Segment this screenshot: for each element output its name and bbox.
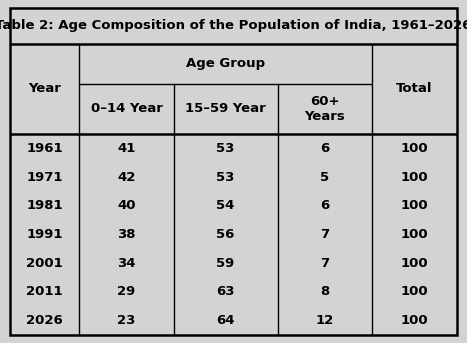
Text: 100: 100: [401, 257, 428, 270]
Text: 15–59 Year: 15–59 Year: [185, 103, 266, 116]
Text: 34: 34: [117, 257, 136, 270]
Text: 29: 29: [117, 285, 135, 298]
Text: 1971: 1971: [27, 170, 63, 184]
Text: 1981: 1981: [26, 199, 63, 212]
Text: 53: 53: [216, 142, 235, 155]
Text: 38: 38: [117, 228, 136, 241]
Text: 2026: 2026: [26, 314, 63, 327]
Text: 7: 7: [320, 228, 329, 241]
Text: 2001: 2001: [26, 257, 63, 270]
Text: 100: 100: [401, 199, 428, 212]
Text: 41: 41: [117, 142, 135, 155]
Text: 59: 59: [216, 257, 235, 270]
Text: 100: 100: [401, 228, 428, 241]
Text: 100: 100: [401, 142, 428, 155]
Text: 23: 23: [117, 314, 135, 327]
Text: Age Group: Age Group: [186, 58, 265, 71]
Text: 56: 56: [216, 228, 235, 241]
Text: 5: 5: [320, 170, 329, 184]
Text: 42: 42: [117, 170, 135, 184]
Text: 54: 54: [216, 199, 235, 212]
Text: 12: 12: [316, 314, 334, 327]
Text: 40: 40: [117, 199, 136, 212]
Text: 100: 100: [401, 170, 428, 184]
Text: 1991: 1991: [27, 228, 63, 241]
Text: 1961: 1961: [26, 142, 63, 155]
Text: 100: 100: [401, 285, 428, 298]
Text: 0–14 Year: 0–14 Year: [91, 103, 163, 116]
Text: 64: 64: [216, 314, 235, 327]
Text: 60+
Years: 60+ Years: [304, 95, 345, 123]
Text: Total: Total: [396, 83, 432, 95]
Text: 100: 100: [401, 314, 428, 327]
Text: 6: 6: [320, 199, 329, 212]
Text: 8: 8: [320, 285, 329, 298]
Text: 7: 7: [320, 257, 329, 270]
Text: 63: 63: [216, 285, 235, 298]
Text: Year: Year: [28, 83, 61, 95]
Text: 53: 53: [216, 170, 235, 184]
Text: Table 2: Age Composition of the Population of India, 1961–2026: Table 2: Age Composition of the Populati…: [0, 20, 467, 33]
Text: 6: 6: [320, 142, 329, 155]
Text: 2011: 2011: [26, 285, 63, 298]
